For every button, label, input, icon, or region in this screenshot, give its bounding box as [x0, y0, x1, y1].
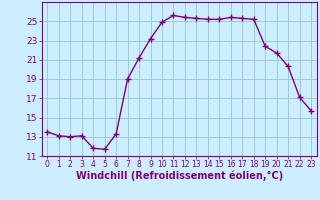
X-axis label: Windchill (Refroidissement éolien,°C): Windchill (Refroidissement éolien,°C) — [76, 171, 283, 181]
